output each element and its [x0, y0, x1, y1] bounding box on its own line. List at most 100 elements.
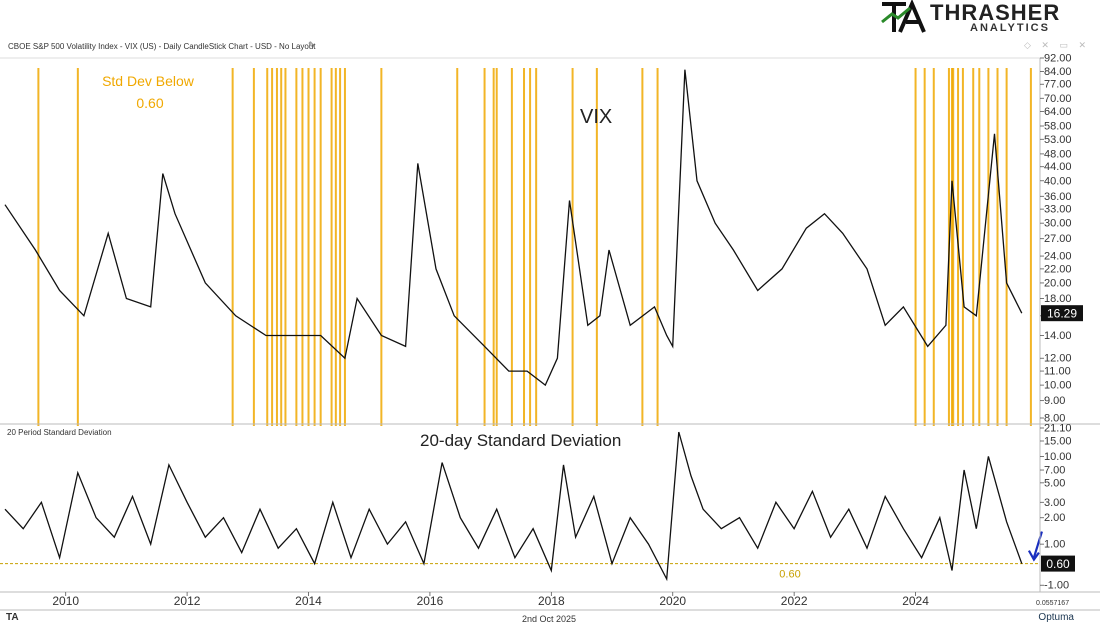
highlight-band: [996, 68, 999, 426]
highlight-band: [330, 68, 333, 426]
highlight-band: [595, 68, 598, 426]
lower-ytick-label: 21.10: [1044, 423, 1072, 435]
vix-title: VIX: [580, 106, 612, 128]
arrow-head-icon: [1027, 550, 1040, 562]
vix-panel: Std Dev Below 0.60 VIX: [4, 69, 1023, 387]
lower-ytick-label: 2.00: [1044, 512, 1065, 524]
highlight-band: [961, 68, 964, 426]
stddev-title: 20-day Standard Deviation: [420, 431, 621, 450]
upper-ytick-label: 64.00: [1044, 106, 1072, 118]
lower-ytick-label: 3.00: [1044, 497, 1065, 509]
xtick-label: 2016: [417, 594, 444, 608]
highlight-band: [483, 68, 486, 426]
upper-ytick-label: 22.00: [1044, 263, 1072, 275]
upper-ytick-label: 36.00: [1044, 191, 1072, 203]
footer-date: 2nd Oct 2025: [522, 614, 577, 624]
upper-ytick-label: 77.00: [1044, 79, 1072, 91]
highlight-band: [987, 68, 990, 426]
highlight-band: [972, 68, 975, 426]
xtick-label: 2022: [781, 594, 808, 608]
logo-name: THRASHER: [930, 0, 1061, 25]
ta-logo-icon: [881, 0, 926, 33]
upper-ytick-label: 18.00: [1044, 293, 1072, 305]
highlight-band: [271, 68, 274, 426]
window-controls-icon[interactable]: ◇ ✕ ▭ ✕: [1023, 40, 1090, 50]
upper-ytick-label: 27.00: [1044, 233, 1072, 245]
highlight-band: [492, 68, 495, 426]
lower-ytick-label: 5.00: [1044, 477, 1065, 489]
upper-ytick-label: 14.00: [1044, 330, 1072, 342]
upper-ytick-label: 12.00: [1044, 353, 1072, 365]
upper-ytick-label: 9.00: [1044, 395, 1065, 407]
stddev-panel-label: 20 Period Standard Deviation: [7, 428, 112, 437]
upper-ytick-label: 58.00: [1044, 121, 1072, 133]
thrasher-logo: THRASHER ANALYTICS: [880, 0, 1080, 36]
highlight-band: [280, 68, 283, 426]
highlight-band: [510, 68, 513, 426]
highlight-band: [266, 68, 269, 426]
highlight-band: [252, 68, 255, 426]
highlight-band: [923, 68, 926, 426]
highlight-band: [343, 68, 346, 426]
highlight-band: [950, 68, 953, 426]
lower-ytick-label: 1.00: [1044, 539, 1065, 551]
highlight-band: [1005, 68, 1008, 426]
highlight-band: [231, 68, 234, 426]
highlight-band: [495, 68, 498, 426]
highlight-band: [523, 68, 526, 426]
highlight-band: [313, 68, 316, 426]
xtick-label: 2020: [659, 594, 686, 608]
highlight-band: [334, 68, 337, 426]
last-value-label: 16.29: [1047, 307, 1077, 321]
pencil-icon[interactable]: ✎: [308, 40, 316, 50]
header: CBOE S&P 500 Volatility Index - VIX (US)…: [0, 0, 1100, 58]
annotation-line1: Std Dev Below: [102, 73, 195, 89]
logo-sub: ANALYTICS: [970, 22, 1050, 34]
highlight-band: [37, 68, 40, 426]
highlight-band: [656, 68, 659, 426]
highlight-band: [932, 68, 935, 426]
ta-footer-icon: TA: [6, 612, 19, 623]
upper-ytick-label: 10.00: [1044, 380, 1072, 392]
highlight-band: [380, 68, 383, 426]
annotation-line2: 0.60: [136, 95, 163, 111]
highlight-band: [978, 68, 981, 426]
highlight-band: [571, 68, 574, 426]
upper-ytick-label: 24.00: [1044, 251, 1072, 263]
lower-ytick-label: 7.00: [1044, 465, 1065, 477]
highlight-band: [914, 68, 917, 426]
highlight-band: [307, 68, 310, 426]
highlight-band: [319, 68, 322, 426]
chart-title: CBOE S&P 500 Volatility Index - VIX (US)…: [8, 42, 316, 51]
xtick-label: 2012: [174, 594, 201, 608]
highlight-bands: [37, 68, 1032, 426]
highlight-band: [301, 68, 304, 426]
xtick-label: 2024: [902, 594, 929, 608]
vix-line: [4, 69, 1023, 387]
highlight-band: [456, 68, 459, 426]
xtick-label: 2018: [538, 594, 565, 608]
highlight-band: [1029, 68, 1032, 426]
stddev-panel: 20 Period Standard Deviation 20-day Stand…: [0, 428, 1043, 582]
highlight-band: [284, 68, 287, 426]
lower-ytick-label: 15.00: [1044, 435, 1072, 447]
highlight-band: [535, 68, 538, 426]
upper-ytick-label: 44.00: [1044, 161, 1072, 173]
threshold-badge: [1041, 555, 1075, 572]
xtick-label: 2010: [52, 594, 79, 608]
last-value-badge: [1041, 305, 1083, 322]
highlight-band: [339, 68, 342, 426]
stddev-line: [4, 431, 1023, 582]
upper-ytick-label: 20.00: [1044, 277, 1072, 289]
upper-ytick-label: 30.00: [1044, 218, 1072, 230]
arrow-icon: [1032, 531, 1043, 558]
lower-ytick-label: -1.00: [1044, 580, 1069, 592]
upper-ytick-label: 33.00: [1044, 204, 1072, 216]
upper-ytick-label: 53.00: [1044, 134, 1072, 146]
highlight-band: [295, 68, 298, 426]
lower-ytick-label: 10.00: [1044, 451, 1072, 463]
highlight-band: [76, 68, 79, 426]
upper-ytick-label: 48.00: [1044, 148, 1072, 160]
